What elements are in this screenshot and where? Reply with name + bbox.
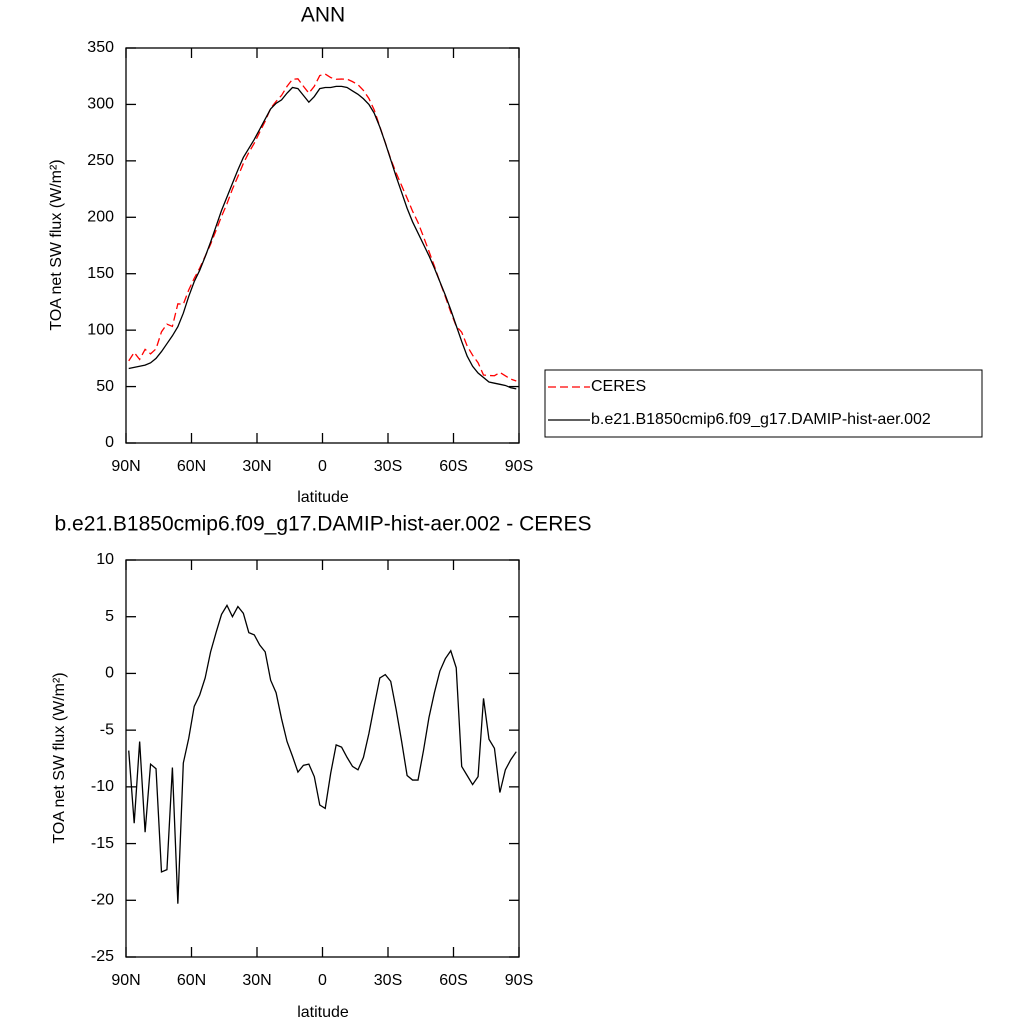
y-tick-label: -10 xyxy=(91,778,114,795)
x-axis-label: latitude xyxy=(297,489,349,506)
y-tick-label: 300 xyxy=(87,96,114,113)
x-tick-label: 90N xyxy=(111,458,140,475)
x-tick-label: 90N xyxy=(111,972,140,989)
chart-title: ANN xyxy=(301,4,345,27)
x-tick-label: 30N xyxy=(242,458,271,475)
y-tick-label: 100 xyxy=(87,321,114,338)
x-tick-label: 60S xyxy=(439,972,467,989)
x-tick-label: 90S xyxy=(505,458,533,475)
x-tick-label: 90S xyxy=(505,972,533,989)
chart-title: b.e21.B1850cmip6.f09_g17.DAMIP-hist-aer.… xyxy=(55,513,592,536)
y-tick-label: 200 xyxy=(87,209,114,226)
y-tick-label: -15 xyxy=(91,835,114,852)
y-tick-label: -20 xyxy=(91,892,114,909)
plot-frame xyxy=(125,47,520,444)
y-tick-label: 250 xyxy=(87,152,114,169)
legend-label: CERES xyxy=(591,378,646,395)
data-line xyxy=(128,85,517,390)
x-tick-label: 0 xyxy=(318,458,327,475)
y-tick-label: -5 xyxy=(100,721,114,738)
x-tick-label: 30S xyxy=(374,972,402,989)
legend-label: b.e21.B1850cmip6.f09_g17.DAMIP-hist-aer.… xyxy=(591,411,931,428)
y-tick-label: 0 xyxy=(105,665,114,682)
y-axis-label: TOA net SW flux (W/m²) xyxy=(48,159,65,330)
x-axis-label: latitude xyxy=(297,1004,349,1021)
x-tick-label: 60N xyxy=(177,972,206,989)
x-tick-label: 30N xyxy=(242,972,271,989)
x-tick-label: 60N xyxy=(177,458,206,475)
y-tick-label: -25 xyxy=(91,948,114,965)
legend-box xyxy=(544,369,983,438)
data-line xyxy=(128,73,517,382)
y-tick-label: 0 xyxy=(105,434,114,451)
y-tick-label: 10 xyxy=(96,551,114,568)
x-tick-label: 60S xyxy=(439,458,467,475)
y-tick-label: 5 xyxy=(105,608,114,625)
x-tick-label: 0 xyxy=(318,972,327,989)
x-tick-label: 30S xyxy=(374,458,402,475)
y-axis-label: TOA net SW flux (W/m²) xyxy=(51,672,68,843)
y-tick-label: 50 xyxy=(96,378,114,395)
data-line xyxy=(128,604,517,904)
y-tick-label: 350 xyxy=(87,39,114,56)
y-tick-label: 150 xyxy=(87,265,114,282)
